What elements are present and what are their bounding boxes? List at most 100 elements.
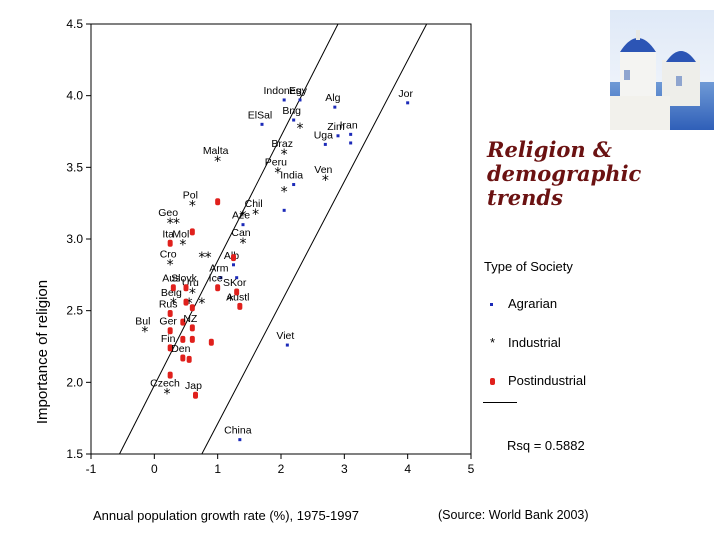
x-tick-label: 0 xyxy=(151,462,158,476)
legend-item-agrarian: Agrarian xyxy=(490,296,557,311)
point-label: Pol xyxy=(183,190,198,202)
legend-title: Type of Society xyxy=(484,259,573,274)
point-label: Viet xyxy=(276,330,294,342)
postindustrial-point xyxy=(189,304,195,312)
postindustrial-point xyxy=(231,254,236,262)
postindustrial-point xyxy=(215,284,221,292)
industrial-point: * xyxy=(198,250,205,266)
agrarian-point xyxy=(260,122,264,126)
fit-line xyxy=(201,24,428,454)
postindustrial-point xyxy=(180,354,186,362)
agrarian-point xyxy=(292,118,296,122)
postindustrial-point xyxy=(167,327,173,335)
postindustrial-point xyxy=(180,318,186,326)
slide-title-line: Religion & xyxy=(487,137,612,162)
point-label: Fin xyxy=(161,333,176,345)
point-label: Ger xyxy=(159,316,177,328)
point-label: China xyxy=(224,425,252,437)
slide-title: Religion & demographic trends xyxy=(487,138,687,210)
point-label: Mol xyxy=(172,228,189,240)
santorini-church-photo xyxy=(610,10,714,130)
postindustrial-point xyxy=(215,198,221,206)
x-tick-label: 5 xyxy=(468,462,475,476)
point-label: Uga xyxy=(314,129,333,141)
postindustrial-point xyxy=(189,324,195,332)
point-label: NZ xyxy=(183,313,198,325)
industrial-point: * xyxy=(141,325,148,341)
industrial-point: * xyxy=(240,236,247,252)
dot-marker-icon xyxy=(490,378,495,386)
point-label: Arm xyxy=(209,263,229,275)
postindustrial-point xyxy=(170,284,176,292)
postindustrial-point xyxy=(167,239,173,247)
industrial-point: * xyxy=(240,209,247,225)
slide-title-line: trends xyxy=(487,185,563,210)
postindustrial-point xyxy=(208,338,214,346)
agrarian-point xyxy=(235,276,239,280)
point-label: India xyxy=(280,170,303,182)
industrial-point: * xyxy=(281,184,288,200)
agrarian-point xyxy=(323,142,327,146)
point-label: Indones xyxy=(263,85,300,97)
point-label: Ven xyxy=(314,164,332,176)
postindustrial-point xyxy=(237,302,243,310)
industrial-point: * xyxy=(297,121,304,137)
y-tick-label: 1.5 xyxy=(66,447,83,461)
agrarian-point xyxy=(282,98,286,102)
postindustrial-point xyxy=(193,391,198,399)
industrial-point: * xyxy=(186,296,193,312)
postindustrial-point xyxy=(180,335,186,343)
agrarian-point xyxy=(298,98,302,102)
agrarian-point xyxy=(349,132,353,136)
agrarian-point xyxy=(333,105,337,109)
point-label: Malta xyxy=(203,145,229,157)
point-label: Jor xyxy=(398,88,413,100)
x-axis-title: Annual population growth rate (%), 1975-… xyxy=(93,508,359,523)
industrial-point: * xyxy=(173,216,180,232)
point-label: Den xyxy=(171,343,190,355)
legend-label: Postindustrial xyxy=(508,373,587,388)
point-label: Alg xyxy=(325,92,340,104)
y-tick-label: 3.0 xyxy=(66,232,83,246)
point-label: Slovk xyxy=(171,273,197,285)
point-label: Bng xyxy=(282,105,301,117)
legend-fit-line xyxy=(483,402,517,403)
industrial-point: * xyxy=(167,216,174,232)
industrial-point: * xyxy=(322,173,329,189)
industrial-point: * xyxy=(179,237,186,253)
point-label: Zim xyxy=(327,121,345,133)
point-label: Chil xyxy=(245,198,263,210)
postindustrial-point xyxy=(189,335,195,343)
agrarian-point xyxy=(219,276,223,280)
legend-item-industrial: * Industrial xyxy=(490,335,561,350)
industrial-point: * xyxy=(198,296,205,312)
fit-lines xyxy=(119,24,428,454)
postindustrial-point xyxy=(183,284,189,292)
industrial-point: * xyxy=(214,154,221,170)
x-tick-label: 2 xyxy=(278,462,285,476)
point-label: Czech xyxy=(150,377,180,389)
legend-label: Agrarian xyxy=(508,296,558,311)
point-label: Belg xyxy=(161,287,182,299)
point-label: SKor xyxy=(223,277,247,289)
legend-item-postindustrial: Postindustrial xyxy=(490,373,586,388)
y-tick-label: 2.5 xyxy=(66,304,83,318)
postindustrial-point xyxy=(167,310,173,318)
point-label: Iran xyxy=(340,119,358,131)
industrial-point: * xyxy=(189,199,196,215)
point-label: Cro xyxy=(160,248,177,260)
point-label: Ice xyxy=(209,273,223,285)
axis-ticks: -1 0 1 2 3 4 5 1.5 2.0 2.5 3.0 3.5 4.0 4.5 xyxy=(66,17,474,476)
y-tick-label: 4.5 xyxy=(66,17,83,31)
slide-title-line: demographic xyxy=(487,161,642,186)
point-label: Rus xyxy=(159,299,178,311)
y-axis-title: Importance of religion xyxy=(34,280,51,424)
point-label: Jap xyxy=(185,380,202,392)
square-marker-icon xyxy=(490,303,493,307)
industrial-point: * xyxy=(170,296,177,312)
point-label: Austl xyxy=(226,291,249,303)
point-label: Can xyxy=(231,227,250,239)
y-tick-label: 2.0 xyxy=(66,375,83,389)
